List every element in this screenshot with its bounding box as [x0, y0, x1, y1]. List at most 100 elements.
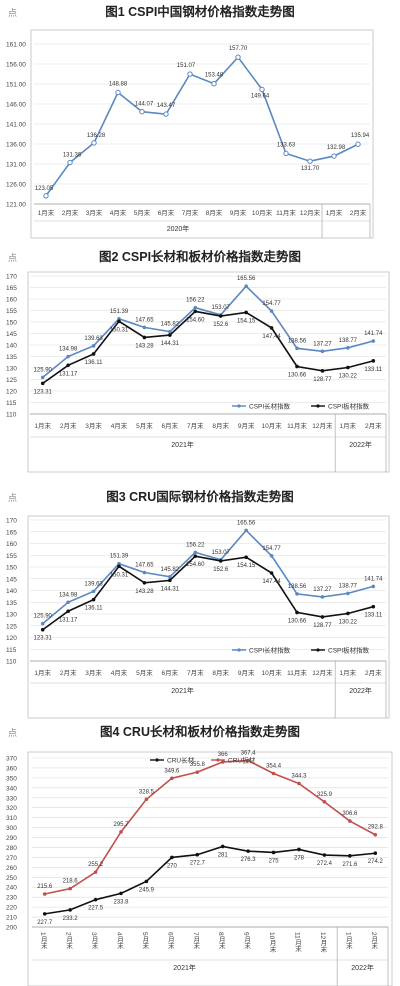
data-label: 255.2 — [88, 862, 104, 868]
chart-frame — [27, 271, 390, 473]
data-label: 154.77 — [262, 546, 281, 552]
chart-3: 点 图3 CRU国际钢材价格指数走势图 110 115 120 125 130 135 140 1… — [6, 489, 390, 719]
chart-4: 点 图4 CRU长材和板材价格指数走势图 200 210 220 230 240 250 260… — [6, 724, 393, 986]
y-tick-label: 145 — [6, 331, 17, 338]
data-point — [244, 555, 248, 560]
data-point — [117, 561, 121, 566]
data-label: 131.36 — [63, 153, 82, 159]
y-tick-label: 125 — [6, 623, 17, 630]
data-point — [93, 897, 98, 902]
x-tick-label: 12月末 — [319, 932, 327, 953]
data-label: 143.47 — [157, 103, 176, 109]
data-point — [163, 111, 169, 117]
data-point — [168, 329, 172, 334]
data-point — [42, 912, 47, 916]
x-tick-label: 5月末 — [141, 932, 149, 950]
data-label: 281 — [218, 852, 229, 858]
data-label: 145.82 — [161, 322, 180, 328]
data-point — [68, 908, 72, 912]
data-point — [119, 830, 123, 834]
x-tick-label: 6月末 — [162, 421, 179, 430]
y-tick-label: 290 — [6, 835, 17, 842]
y-tick-label: 330 — [6, 795, 17, 802]
data-label: 139.63 — [84, 581, 103, 587]
data-label: 275 — [269, 858, 280, 864]
legend-marker — [237, 404, 241, 408]
data-point — [244, 528, 248, 533]
y-tick-label: 125 — [6, 377, 17, 384]
data-point — [322, 800, 327, 804]
x-tick-label: 1月末 — [340, 668, 357, 677]
data-label: 292.8 — [368, 825, 384, 831]
data-point — [144, 879, 149, 884]
data-point — [40, 621, 45, 626]
x-group-label: 2022年 — [349, 686, 372, 695]
data-point — [68, 886, 72, 891]
legend-label: CSPI长材指数 — [249, 646, 291, 655]
y-tick-label: 135 — [6, 354, 17, 361]
data-point — [346, 611, 350, 616]
y-tick-label: 120 — [6, 389, 17, 396]
y-tick-label: 146.00 — [6, 102, 26, 109]
data-label: 125.90 — [34, 367, 53, 373]
y-tick-label: 140 — [6, 588, 17, 595]
x-tick-label: 9月末 — [238, 421, 255, 430]
x-tick-label: 5月末 — [134, 208, 151, 217]
legend-label: CRU长材 — [167, 756, 195, 765]
data-point — [117, 564, 121, 569]
y-tick-label: 165 — [6, 529, 17, 536]
data-point — [320, 369, 325, 373]
data-point — [218, 559, 223, 563]
data-point — [170, 855, 174, 860]
x-tick-label: 5月末 — [136, 668, 153, 677]
data-label: 154.15 — [237, 563, 256, 569]
data-point — [91, 344, 96, 348]
data-point — [244, 310, 248, 315]
y-tick-label: 350 — [6, 775, 17, 782]
data-point — [66, 600, 70, 605]
chart-frame — [30, 29, 374, 239]
data-label: 151.39 — [110, 309, 129, 315]
data-label: 123.31 — [34, 636, 53, 642]
data-point — [371, 584, 376, 589]
data-label: 141.74 — [364, 331, 383, 337]
data-label: 233.2 — [63, 916, 79, 922]
x-tick-label: 3月末 — [86, 208, 103, 217]
x-tick-label: 9月末 — [238, 668, 255, 677]
y-tick-label: 135 — [6, 600, 17, 607]
x-tick-label: 6月末 — [158, 208, 175, 217]
corner-mark: 点 — [8, 493, 17, 503]
y-tick-label: 170 — [6, 518, 17, 525]
data-point — [371, 604, 376, 609]
data-point — [373, 851, 378, 856]
x-tick-label: 8月末 — [212, 668, 229, 677]
data-label: 150.31 — [110, 572, 129, 578]
legend-marker — [237, 648, 241, 652]
x-tick-label: 10月末 — [261, 421, 282, 430]
data-point — [320, 595, 325, 599]
data-point — [246, 758, 250, 763]
y-tick-label: 130 — [6, 612, 17, 619]
data-point — [373, 832, 378, 837]
data-point — [331, 153, 337, 159]
data-label: 147.44 — [262, 579, 281, 585]
x-tick-label: 2月末 — [65, 932, 73, 950]
data-point — [115, 89, 121, 96]
data-label: 153.07 — [212, 550, 231, 556]
y-tick-label: 220 — [6, 905, 17, 912]
y-tick-label: 110 — [6, 412, 17, 419]
data-label: 366 — [218, 752, 229, 758]
legend-marker — [155, 758, 159, 762]
data-label: 272.7 — [190, 861, 206, 867]
data-label: 152.6 — [213, 322, 229, 328]
x-tick-label: 8月末 — [212, 421, 229, 430]
x-group-label: 2022年 — [349, 440, 372, 449]
data-label: 271.6 — [342, 862, 358, 868]
x-tick-label: 7月末 — [182, 208, 199, 217]
series-line-2 — [44, 759, 376, 895]
y-tick-label: 320 — [6, 805, 17, 812]
corner-mark: 点 — [8, 8, 17, 18]
data-label: 272.4 — [317, 861, 333, 867]
y-tick-label: 280 — [6, 845, 17, 852]
